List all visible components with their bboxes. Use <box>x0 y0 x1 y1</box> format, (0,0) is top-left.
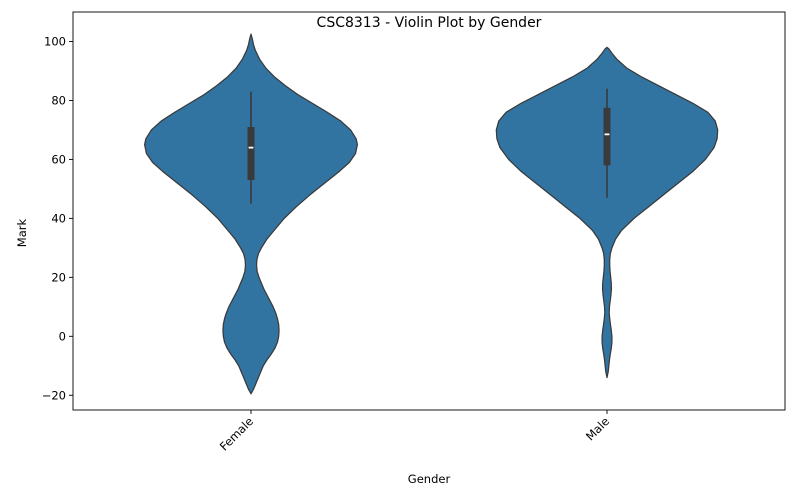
y-tick-label: 40 <box>51 211 66 225</box>
y-tick-label: 60 <box>51 152 66 166</box>
y-axis-label: Mark <box>15 218 29 247</box>
x-tick-label-male: Male <box>583 414 612 443</box>
iqr-box-female <box>247 126 255 181</box>
x-axis-ticks: Female Male <box>217 410 612 454</box>
x-tick-label-female: Female <box>217 414 256 453</box>
y-tick-label: 20 <box>51 270 66 284</box>
y-tick-label: 100 <box>44 34 66 48</box>
violin-female <box>143 33 359 395</box>
violin-male <box>495 46 719 379</box>
plot-frame <box>72 11 786 411</box>
x-axis-label: Gender <box>408 472 451 486</box>
chart-title: CSC8313 - Violin Plot by Gender <box>317 15 542 31</box>
y-tick-label: 0 <box>59 329 66 343</box>
y-axis-ticks: −20 0 20 40 60 80 100 <box>42 34 73 402</box>
y-tick-label: −20 <box>42 388 66 402</box>
iqr-box-male <box>603 107 611 166</box>
y-tick-label: 80 <box>51 93 66 107</box>
violin-series <box>143 33 719 395</box>
